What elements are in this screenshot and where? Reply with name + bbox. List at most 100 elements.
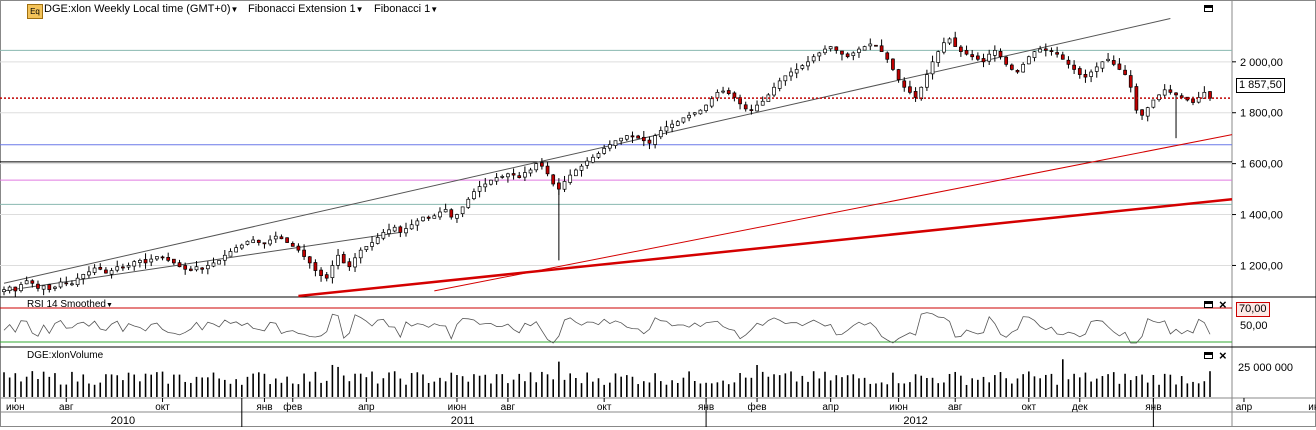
candle-body [585,160,590,166]
symbol-label[interactable]: DGE:xlon Weekly Local time (GMT+0)▼ [44,3,238,15]
candle-body [1066,59,1071,65]
candle-body [104,269,108,274]
candle-body [647,139,652,144]
candle-body [64,282,69,285]
candle-body [607,144,612,149]
candle-body [341,254,346,264]
candle-body [364,246,369,250]
study1-label[interactable]: Fibonacci Extension 1▼ [248,3,364,15]
candle-body [789,71,793,77]
candle-body [234,247,238,253]
candle-body [1145,107,1150,117]
candle-body [279,236,284,240]
volume-axis-label: 25 000 000 [1238,362,1294,374]
candle-body [636,135,640,139]
candle-body [353,257,357,268]
candle-body [732,92,737,98]
candle-body [811,56,816,62]
candle-body [188,268,193,271]
candle-body [743,104,748,110]
candle-body [998,50,1003,58]
candle-body [381,232,386,239]
candle-body [1123,69,1127,75]
candle-body [574,169,578,177]
candle-body [149,258,154,263]
candle-body [245,240,250,245]
candle-body [1117,63,1122,70]
month-label: апр [822,402,839,413]
candle-body [138,260,142,263]
candle-body [1009,64,1014,70]
rsi-title[interactable]: RSI 14 Smoothed▼ [27,299,113,310]
candle-body [891,58,895,70]
candle-body [1157,94,1161,101]
candle-body [75,277,80,286]
candle-body [834,46,839,51]
candle-body [460,206,465,215]
candle-body [1100,61,1105,69]
candle-body [709,98,714,107]
candle-body [70,283,74,286]
candle-body [1094,66,1099,72]
candle-body [794,69,799,74]
candle-body [868,43,873,47]
candle-body [953,37,958,47]
candle-body [528,169,533,174]
support-trend-line [298,198,1233,298]
candle-body [919,86,924,100]
candle-body [1196,97,1201,103]
study2-label[interactable]: Fibonacci 1▼ [374,3,438,15]
month-label: апр [358,402,375,413]
candle-body [319,269,323,276]
candle-body [1111,60,1116,65]
dropdown-arrow-icon[interactable]: ▼ [430,5,439,14]
candle-body [670,123,674,128]
candle-body [251,239,255,243]
candle-body [783,75,788,82]
candle-body [194,266,199,271]
candle-body [290,242,295,247]
candle-body [1049,50,1054,52]
rsi-title-text: RSI 14 Smoothed [27,299,106,310]
maximize-icon[interactable] [1204,5,1213,12]
maximize-icon[interactable] [1204,301,1213,308]
month-label: янв [256,402,272,413]
candle-body [987,53,992,62]
dropdown-arrow-icon[interactable]: ▼ [230,5,239,14]
candle-body [455,214,459,219]
logo-badge[interactable]: Eq [27,4,43,19]
maximize-icon[interactable] [1204,352,1213,359]
candle-body [840,50,844,55]
dropdown-arrow-icon[interactable]: ▼ [105,302,113,309]
candle-body [1055,52,1059,55]
candle-body [579,165,584,171]
dropdown-arrow-icon[interactable]: ▼ [355,5,364,14]
candle-body [1191,98,1195,103]
candle-body [1140,109,1144,116]
candle-body [1043,48,1048,51]
y-tick-label: 1 800,00 [1240,108,1283,120]
candle-body [817,52,822,57]
month-label: окт [155,402,170,413]
candle-body [942,42,946,53]
candle-body [126,265,131,268]
volume-title[interactable]: DGE:xlonVolume [27,350,104,361]
close-icon[interactable]: × [1219,297,1227,312]
candle-body [324,274,329,279]
candle-body [98,266,103,270]
candle-body [307,256,312,264]
last-price-tag: 1 857,50 [1236,78,1285,93]
candle-body [1026,56,1031,65]
candle-body [313,262,318,271]
candle-body [715,92,720,99]
close-icon[interactable]: × [1219,348,1227,363]
candle-body [256,239,261,243]
candle-body [483,183,488,188]
candle-body [2,289,6,293]
candle-body [432,215,437,219]
candle-body [239,244,244,249]
candle-body [30,280,35,284]
candle-body [772,86,776,96]
candle-body [845,53,850,58]
